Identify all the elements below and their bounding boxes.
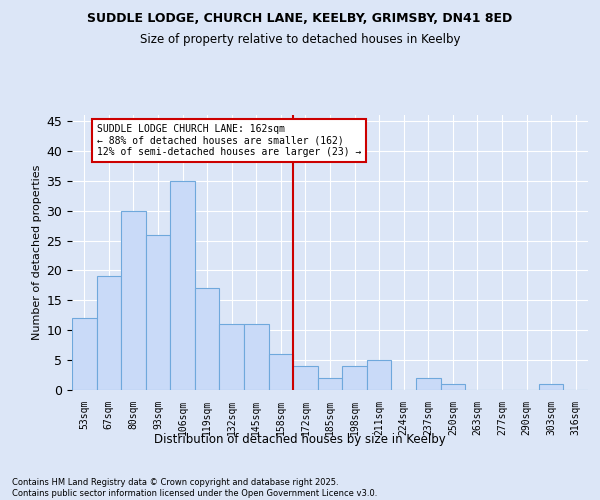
Bar	[72, 318, 97, 390]
Bar	[244, 324, 269, 390]
Text: Size of property relative to detached houses in Keelby: Size of property relative to detached ho…	[140, 32, 460, 46]
Bar	[293, 366, 318, 390]
Bar	[440, 384, 465, 390]
Text: Contains HM Land Registry data © Crown copyright and database right 2025.
Contai: Contains HM Land Registry data © Crown c…	[12, 478, 377, 498]
Bar	[539, 384, 563, 390]
Bar	[170, 181, 195, 390]
Text: Distribution of detached houses by size in Keelby: Distribution of detached houses by size …	[154, 432, 446, 446]
Text: SUDDLE LODGE CHURCH LANE: 162sqm
← 88% of detached houses are smaller (162)
12% : SUDDLE LODGE CHURCH LANE: 162sqm ← 88% o…	[97, 124, 361, 157]
Bar	[195, 288, 220, 390]
Bar	[367, 360, 391, 390]
Bar	[220, 324, 244, 390]
Y-axis label: Number of detached properties: Number of detached properties	[32, 165, 42, 340]
Bar	[269, 354, 293, 390]
Bar	[121, 210, 146, 390]
Bar	[342, 366, 367, 390]
Bar	[318, 378, 342, 390]
Bar	[97, 276, 121, 390]
Bar	[146, 234, 170, 390]
Text: SUDDLE LODGE, CHURCH LANE, KEELBY, GRIMSBY, DN41 8ED: SUDDLE LODGE, CHURCH LANE, KEELBY, GRIMS…	[88, 12, 512, 26]
Bar	[416, 378, 440, 390]
